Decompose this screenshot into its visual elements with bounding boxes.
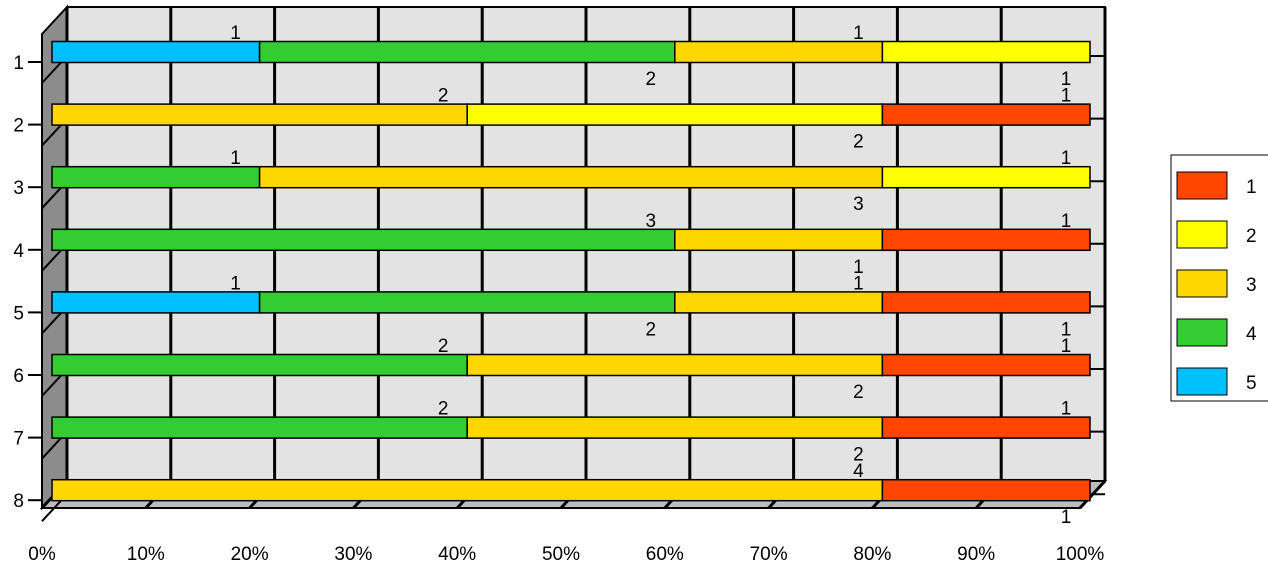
legend-label: 3 bbox=[1246, 275, 1257, 296]
bar-segment bbox=[881, 165, 1091, 189]
x-tick-label: 90% bbox=[957, 544, 995, 565]
data-label: 1 bbox=[1061, 336, 1072, 357]
bar-segment bbox=[881, 291, 1091, 314]
data-label: 1 bbox=[853, 257, 864, 278]
category-tick-label: 5 bbox=[13, 303, 24, 324]
x-tick-label: 100% bbox=[1056, 544, 1105, 565]
x-tick-label: 60% bbox=[646, 544, 684, 565]
legend-swatch bbox=[1176, 171, 1228, 200]
legend-label: 2 bbox=[1246, 226, 1257, 247]
bar-segment bbox=[258, 291, 676, 314]
data-label: 2 bbox=[438, 399, 449, 420]
data-label: 1 bbox=[230, 273, 241, 294]
category-tick-label: 7 bbox=[13, 429, 24, 450]
x-tick-label: 0% bbox=[28, 544, 56, 565]
legend-label: 5 bbox=[1246, 373, 1257, 394]
category-tick-label: 4 bbox=[13, 241, 24, 262]
data-label: 1 bbox=[1061, 507, 1072, 528]
data-label: 2 bbox=[646, 69, 657, 90]
category-tick-label: 6 bbox=[13, 366, 24, 387]
legend-swatch bbox=[1176, 367, 1228, 396]
data-label: 1 bbox=[1061, 211, 1072, 232]
legend-swatch bbox=[1176, 269, 1228, 298]
bar-segment bbox=[258, 165, 884, 189]
category-tick-label: 2 bbox=[13, 116, 24, 137]
category-tick-label: 3 bbox=[13, 178, 24, 199]
data-label: 1 bbox=[1061, 319, 1072, 340]
legend-swatch bbox=[1176, 220, 1228, 249]
data-label: 1 bbox=[1061, 86, 1072, 107]
x-tick-label: 80% bbox=[853, 544, 891, 565]
legend-swatch bbox=[1176, 318, 1228, 347]
data-label: 2 bbox=[646, 319, 657, 340]
data-label: 1 bbox=[1061, 148, 1072, 169]
bar-segment bbox=[881, 103, 1091, 126]
x-tick-label: 20% bbox=[231, 544, 269, 565]
legend-label: 4 bbox=[1246, 324, 1257, 345]
category-tick-label: 8 bbox=[13, 491, 24, 512]
data-label: 2 bbox=[853, 132, 864, 153]
data-label: 1 bbox=[853, 273, 864, 294]
bar-segment bbox=[51, 228, 676, 252]
bar-segment bbox=[674, 228, 884, 252]
bar-segment bbox=[51, 40, 261, 64]
data-label: 3 bbox=[646, 211, 657, 232]
data-label: 3 bbox=[853, 194, 864, 215]
data-label: 1 bbox=[230, 148, 241, 169]
data-label: 2 bbox=[853, 445, 864, 466]
bar-segment bbox=[674, 291, 884, 314]
bar-segment bbox=[466, 416, 884, 439]
bar-segment bbox=[881, 228, 1091, 252]
bar-segment bbox=[881, 353, 1091, 377]
bar-segment bbox=[51, 291, 261, 314]
bar-segment bbox=[674, 40, 884, 64]
data-label: 1 bbox=[1061, 399, 1072, 420]
legend: 1 2 3 4 5 bbox=[1170, 154, 1268, 402]
data-label: 1 bbox=[853, 23, 864, 44]
x-tick-label: 40% bbox=[438, 544, 476, 565]
bar-segment bbox=[881, 40, 1091, 64]
bar-segment bbox=[51, 103, 468, 126]
data-label: 4 bbox=[853, 461, 864, 482]
bar-segment bbox=[51, 165, 261, 189]
bar-segment bbox=[466, 103, 884, 126]
data-label: 1 bbox=[1061, 69, 1072, 90]
legend-label: 1 bbox=[1246, 177, 1257, 198]
x-tick-label: 10% bbox=[127, 544, 165, 565]
bars bbox=[51, 40, 1091, 502]
x-tick-label: 30% bbox=[334, 544, 372, 565]
data-label: 1 bbox=[230, 23, 241, 44]
bar-segment bbox=[51, 416, 468, 439]
bar-segment bbox=[258, 40, 676, 64]
bar-segment bbox=[881, 478, 1091, 502]
bar-segment bbox=[51, 353, 468, 377]
category-tick-label: 1 bbox=[13, 53, 24, 74]
data-label: 2 bbox=[438, 336, 449, 357]
bar-segment bbox=[51, 478, 884, 502]
x-tick-label: 50% bbox=[542, 544, 580, 565]
bar-segment bbox=[881, 416, 1091, 439]
data-label: 2 bbox=[853, 382, 864, 403]
bar-segment bbox=[466, 353, 884, 377]
x-tick-label: 70% bbox=[750, 544, 788, 565]
data-label: 2 bbox=[438, 86, 449, 107]
